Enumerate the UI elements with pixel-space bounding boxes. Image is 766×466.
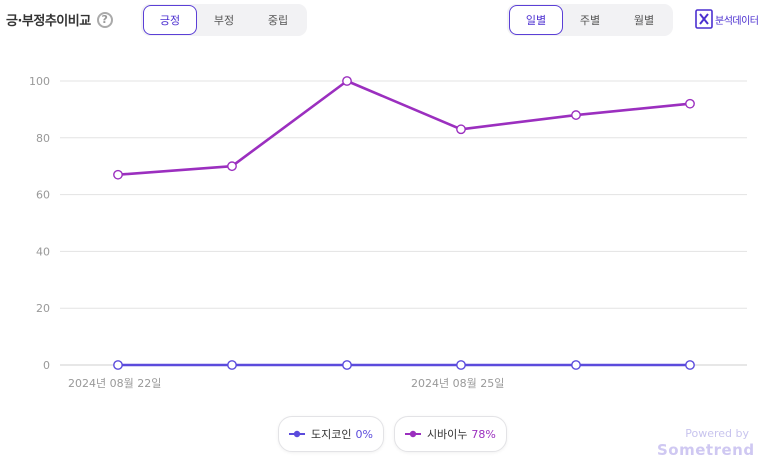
data-point-shiba [571, 110, 581, 120]
y-tick-label: 80 [36, 132, 50, 145]
tab-negative[interactable]: 부정 [213, 14, 235, 27]
data-point-doge [456, 360, 466, 370]
tab-positive[interactable]: 긍정 [143, 5, 197, 35]
powered-by-watermark: Powered by Sometrend [657, 427, 755, 459]
data-point-shiba [685, 98, 695, 109]
data-point-shiba [342, 76, 352, 86]
series-line-shiba [117, 79, 691, 177]
data-point-doge [571, 360, 581, 370]
legend-pct-doge: 0% [355, 427, 373, 441]
y-tick-label: 60 [36, 189, 50, 202]
data-point-doge [227, 360, 237, 370]
help-icon[interactable]: ? [96, 11, 113, 28]
legend-label-doge: 도지코인 [311, 428, 352, 441]
excel-icon [695, 9, 713, 29]
export-data-button[interactable]: 분석데이터 [695, 9, 759, 29]
tab-neutral[interactable]: 중립 [267, 14, 289, 27]
legend-pct-shiba: 78% [471, 427, 496, 441]
data-point-shiba [456, 124, 466, 135]
legend-item-doge[interactable]: 도지코인 0% [278, 416, 384, 452]
tab-monthly[interactable]: 월별 [633, 14, 655, 27]
x-tick-label: 2024년 08월 25일 [411, 376, 504, 390]
y-tick-label: 100 [29, 75, 50, 88]
tab-daily[interactable]: 일별 [509, 5, 563, 35]
tab-weekly[interactable]: 주별 [579, 14, 601, 27]
data-point-shiba [113, 169, 123, 180]
y-tick-label: 20 [36, 302, 50, 315]
sentiment-tab-group: 긍정 부정 중립 [141, 4, 307, 36]
legend-item-shiba[interactable]: 시바이누 78% [393, 416, 507, 452]
x-tick-label: 2024년 08월 22일 [68, 376, 161, 390]
export-data-label: 분석데이터 [715, 15, 759, 27]
chart-header: 긍·부정추이비교 ? [6, 10, 113, 29]
data-point-doge [342, 360, 352, 370]
y-tick-label: 40 [36, 245, 50, 258]
data-point-doge [685, 360, 695, 370]
period-tab-group: 일별 주별 월별 [507, 4, 673, 36]
data-point-doge [113, 360, 123, 370]
powered-by-text: Powered by [685, 427, 749, 440]
line-chart: 0 20 40 60 80 100 2024년 08월 22일 2024년 08월 25일 [29, 75, 747, 390]
chart-legend: 도지코인 0% 시바이누 78% [278, 416, 507, 452]
y-tick-label: 0 [43, 359, 50, 372]
data-point-shiba [227, 161, 237, 172]
legend-marker-shiba-icon [404, 430, 421, 438]
page-title: 긍·부정추이비교 [6, 14, 91, 29]
legend-label-shiba: 시바이누 [426, 428, 468, 441]
legend-marker-doge-icon [289, 430, 305, 438]
sometrend-logo: Sometrend [657, 441, 755, 459]
